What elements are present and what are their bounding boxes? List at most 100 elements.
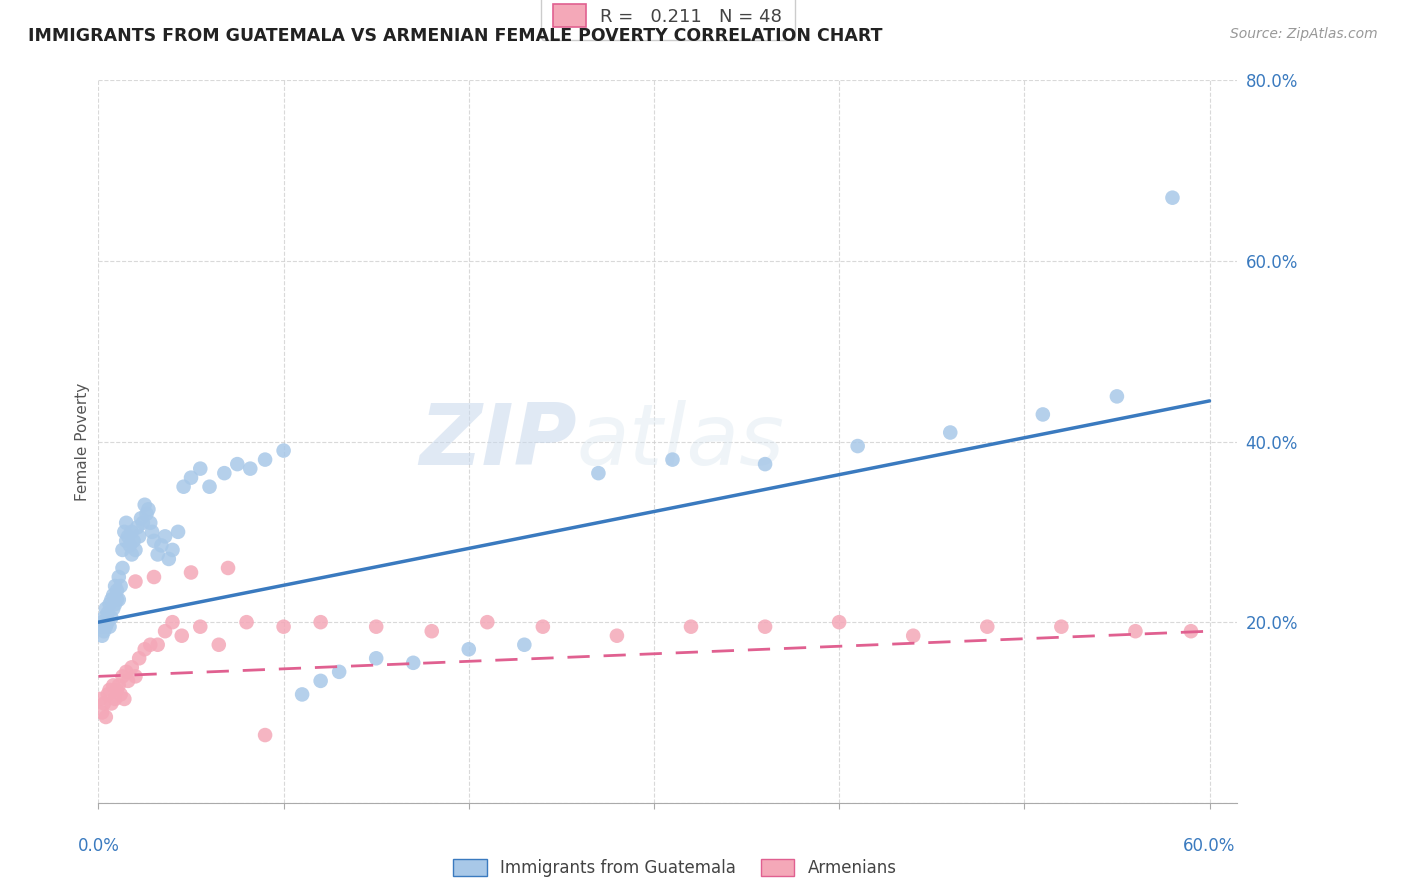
Point xyxy=(121,548,143,562)
Point xyxy=(606,629,628,643)
Text: 60.0%: 60.0% xyxy=(1184,837,1236,855)
Point xyxy=(1180,624,1202,639)
Point xyxy=(167,524,190,539)
Point xyxy=(112,524,135,539)
Point xyxy=(139,516,162,530)
Point xyxy=(754,620,776,634)
Point xyxy=(124,574,146,589)
Point xyxy=(146,638,169,652)
Point xyxy=(91,615,114,630)
Point xyxy=(94,601,117,615)
Point xyxy=(117,673,139,688)
Point xyxy=(111,542,134,557)
Text: 0.0%: 0.0% xyxy=(77,837,120,855)
Point xyxy=(121,524,143,539)
Point xyxy=(98,597,121,611)
Point xyxy=(94,620,117,634)
Point xyxy=(103,601,125,615)
Point xyxy=(134,498,156,512)
Point xyxy=(105,592,128,607)
Point xyxy=(254,452,277,467)
Point xyxy=(97,615,120,630)
Point xyxy=(98,682,121,697)
Point xyxy=(309,615,332,630)
Point xyxy=(402,656,425,670)
Point xyxy=(91,706,114,720)
Point xyxy=(976,620,998,634)
Point xyxy=(1105,389,1128,403)
Point xyxy=(107,570,129,584)
Point xyxy=(214,466,236,480)
Point xyxy=(239,461,262,475)
Point xyxy=(124,669,146,683)
Point xyxy=(235,615,257,630)
Point xyxy=(420,624,443,639)
Point xyxy=(328,665,350,679)
Point xyxy=(104,579,127,593)
Point xyxy=(903,629,925,643)
Point xyxy=(153,624,176,639)
Point xyxy=(180,566,202,580)
Point xyxy=(89,692,111,706)
Point xyxy=(111,561,134,575)
Point xyxy=(98,620,121,634)
Point xyxy=(94,710,117,724)
Point xyxy=(1161,191,1184,205)
Point xyxy=(135,507,157,521)
Point xyxy=(93,610,115,624)
Text: atlas: atlas xyxy=(576,400,785,483)
Legend: R = 0.498   N = 73, R =   0.211   N = 48: R = 0.498 N = 73, R = 0.211 N = 48 xyxy=(541,0,794,40)
Point xyxy=(97,687,120,701)
Point xyxy=(143,570,166,584)
Point xyxy=(457,642,479,657)
Point xyxy=(104,692,127,706)
Point xyxy=(188,620,211,634)
Point xyxy=(679,620,702,634)
Point xyxy=(273,443,295,458)
Point xyxy=(132,516,155,530)
Point xyxy=(309,673,332,688)
Point xyxy=(198,480,221,494)
Point xyxy=(122,533,145,548)
Point xyxy=(513,638,536,652)
Point xyxy=(531,620,554,634)
Point xyxy=(366,620,388,634)
Point xyxy=(217,561,239,575)
Point xyxy=(124,542,146,557)
Point xyxy=(110,687,132,701)
Point xyxy=(93,697,115,711)
Point xyxy=(939,425,962,440)
Point xyxy=(828,615,851,630)
Point xyxy=(150,538,173,552)
Point xyxy=(173,480,195,494)
Point xyxy=(588,466,610,480)
Point xyxy=(846,439,869,453)
Point xyxy=(180,471,202,485)
Point xyxy=(127,520,149,534)
Point xyxy=(100,592,122,607)
Point xyxy=(146,548,169,562)
Point xyxy=(89,620,111,634)
Point xyxy=(1050,620,1073,634)
Point xyxy=(115,516,138,530)
Text: IMMIGRANTS FROM GUATEMALA VS ARMENIAN FEMALE POVERTY CORRELATION CHART: IMMIGRANTS FROM GUATEMALA VS ARMENIAN FE… xyxy=(28,27,883,45)
Point xyxy=(103,678,125,692)
Text: ZIP: ZIP xyxy=(419,400,576,483)
Point xyxy=(138,502,160,516)
Point xyxy=(104,597,127,611)
Point xyxy=(162,615,184,630)
Point xyxy=(110,579,132,593)
Point xyxy=(91,629,114,643)
Point xyxy=(366,651,388,665)
Text: Source: ZipAtlas.com: Source: ZipAtlas.com xyxy=(1230,27,1378,41)
Point xyxy=(754,457,776,471)
Point xyxy=(141,524,163,539)
Point xyxy=(170,629,193,643)
Point xyxy=(153,529,176,543)
Point xyxy=(117,529,139,543)
Point xyxy=(97,606,120,620)
Point xyxy=(111,669,134,683)
Point xyxy=(134,642,156,657)
Point xyxy=(105,583,128,598)
Y-axis label: Female Poverty: Female Poverty xyxy=(75,383,90,500)
